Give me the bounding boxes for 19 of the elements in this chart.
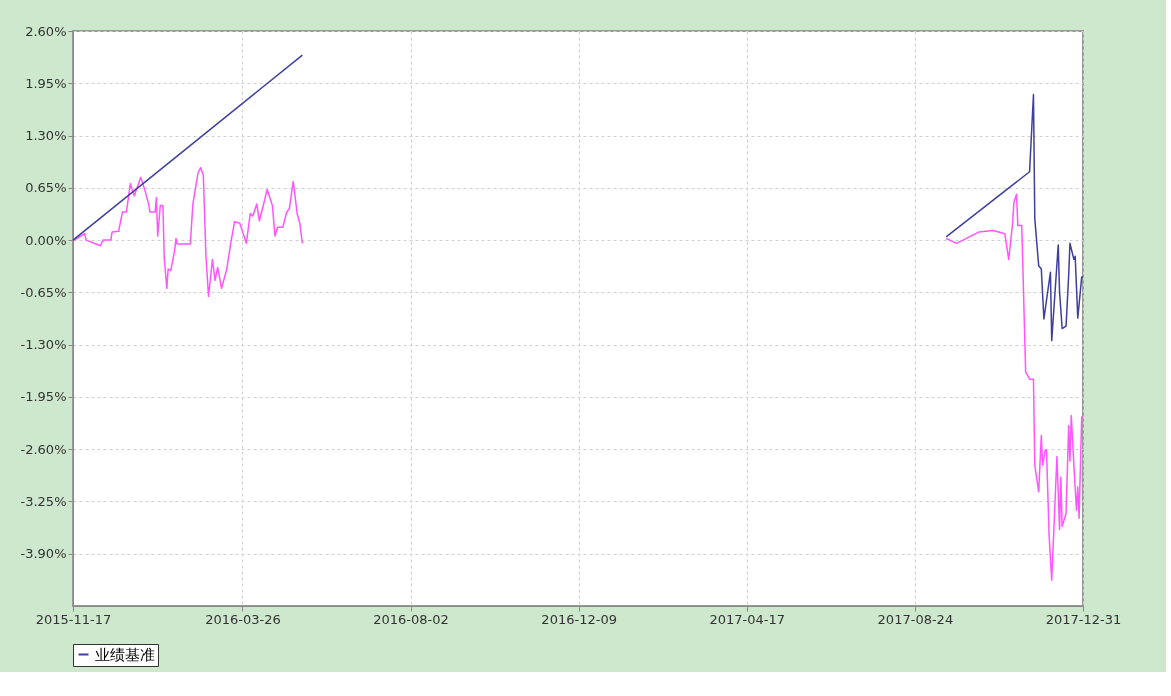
x-tick-label: 2017-08-24	[877, 611, 954, 627]
y-tick-label: 1.95%	[25, 75, 67, 91]
y-tick-label: -1.30%	[20, 337, 67, 353]
y-tick-label: -3.25%	[20, 493, 67, 509]
x-tick-label: 2016-08-02	[373, 611, 449, 627]
y-tick-label: -0.65%	[20, 284, 67, 300]
y-tick-label: 2.60%	[25, 23, 67, 39]
x-tick-label: 2017-04-17	[709, 611, 786, 627]
y-tick-label: -1.95%	[20, 389, 67, 405]
y-tick-label: 0.00%	[25, 232, 67, 248]
y-tick-label: 1.30%	[25, 128, 67, 144]
x-tick-label: 2016-03-26	[205, 611, 281, 627]
legend-label: 业绩基准	[95, 645, 155, 664]
x-tick-label: 2017-12-31	[1045, 611, 1122, 627]
y-tick-label: -2.60%	[20, 441, 67, 457]
x-tick-label: 2015-11-17	[35, 611, 112, 627]
y-tick-label: 0.65%	[25, 180, 67, 196]
y-tick-label: -3.90%	[20, 546, 67, 562]
x-tick-label: 2016-12-09	[541, 611, 617, 627]
